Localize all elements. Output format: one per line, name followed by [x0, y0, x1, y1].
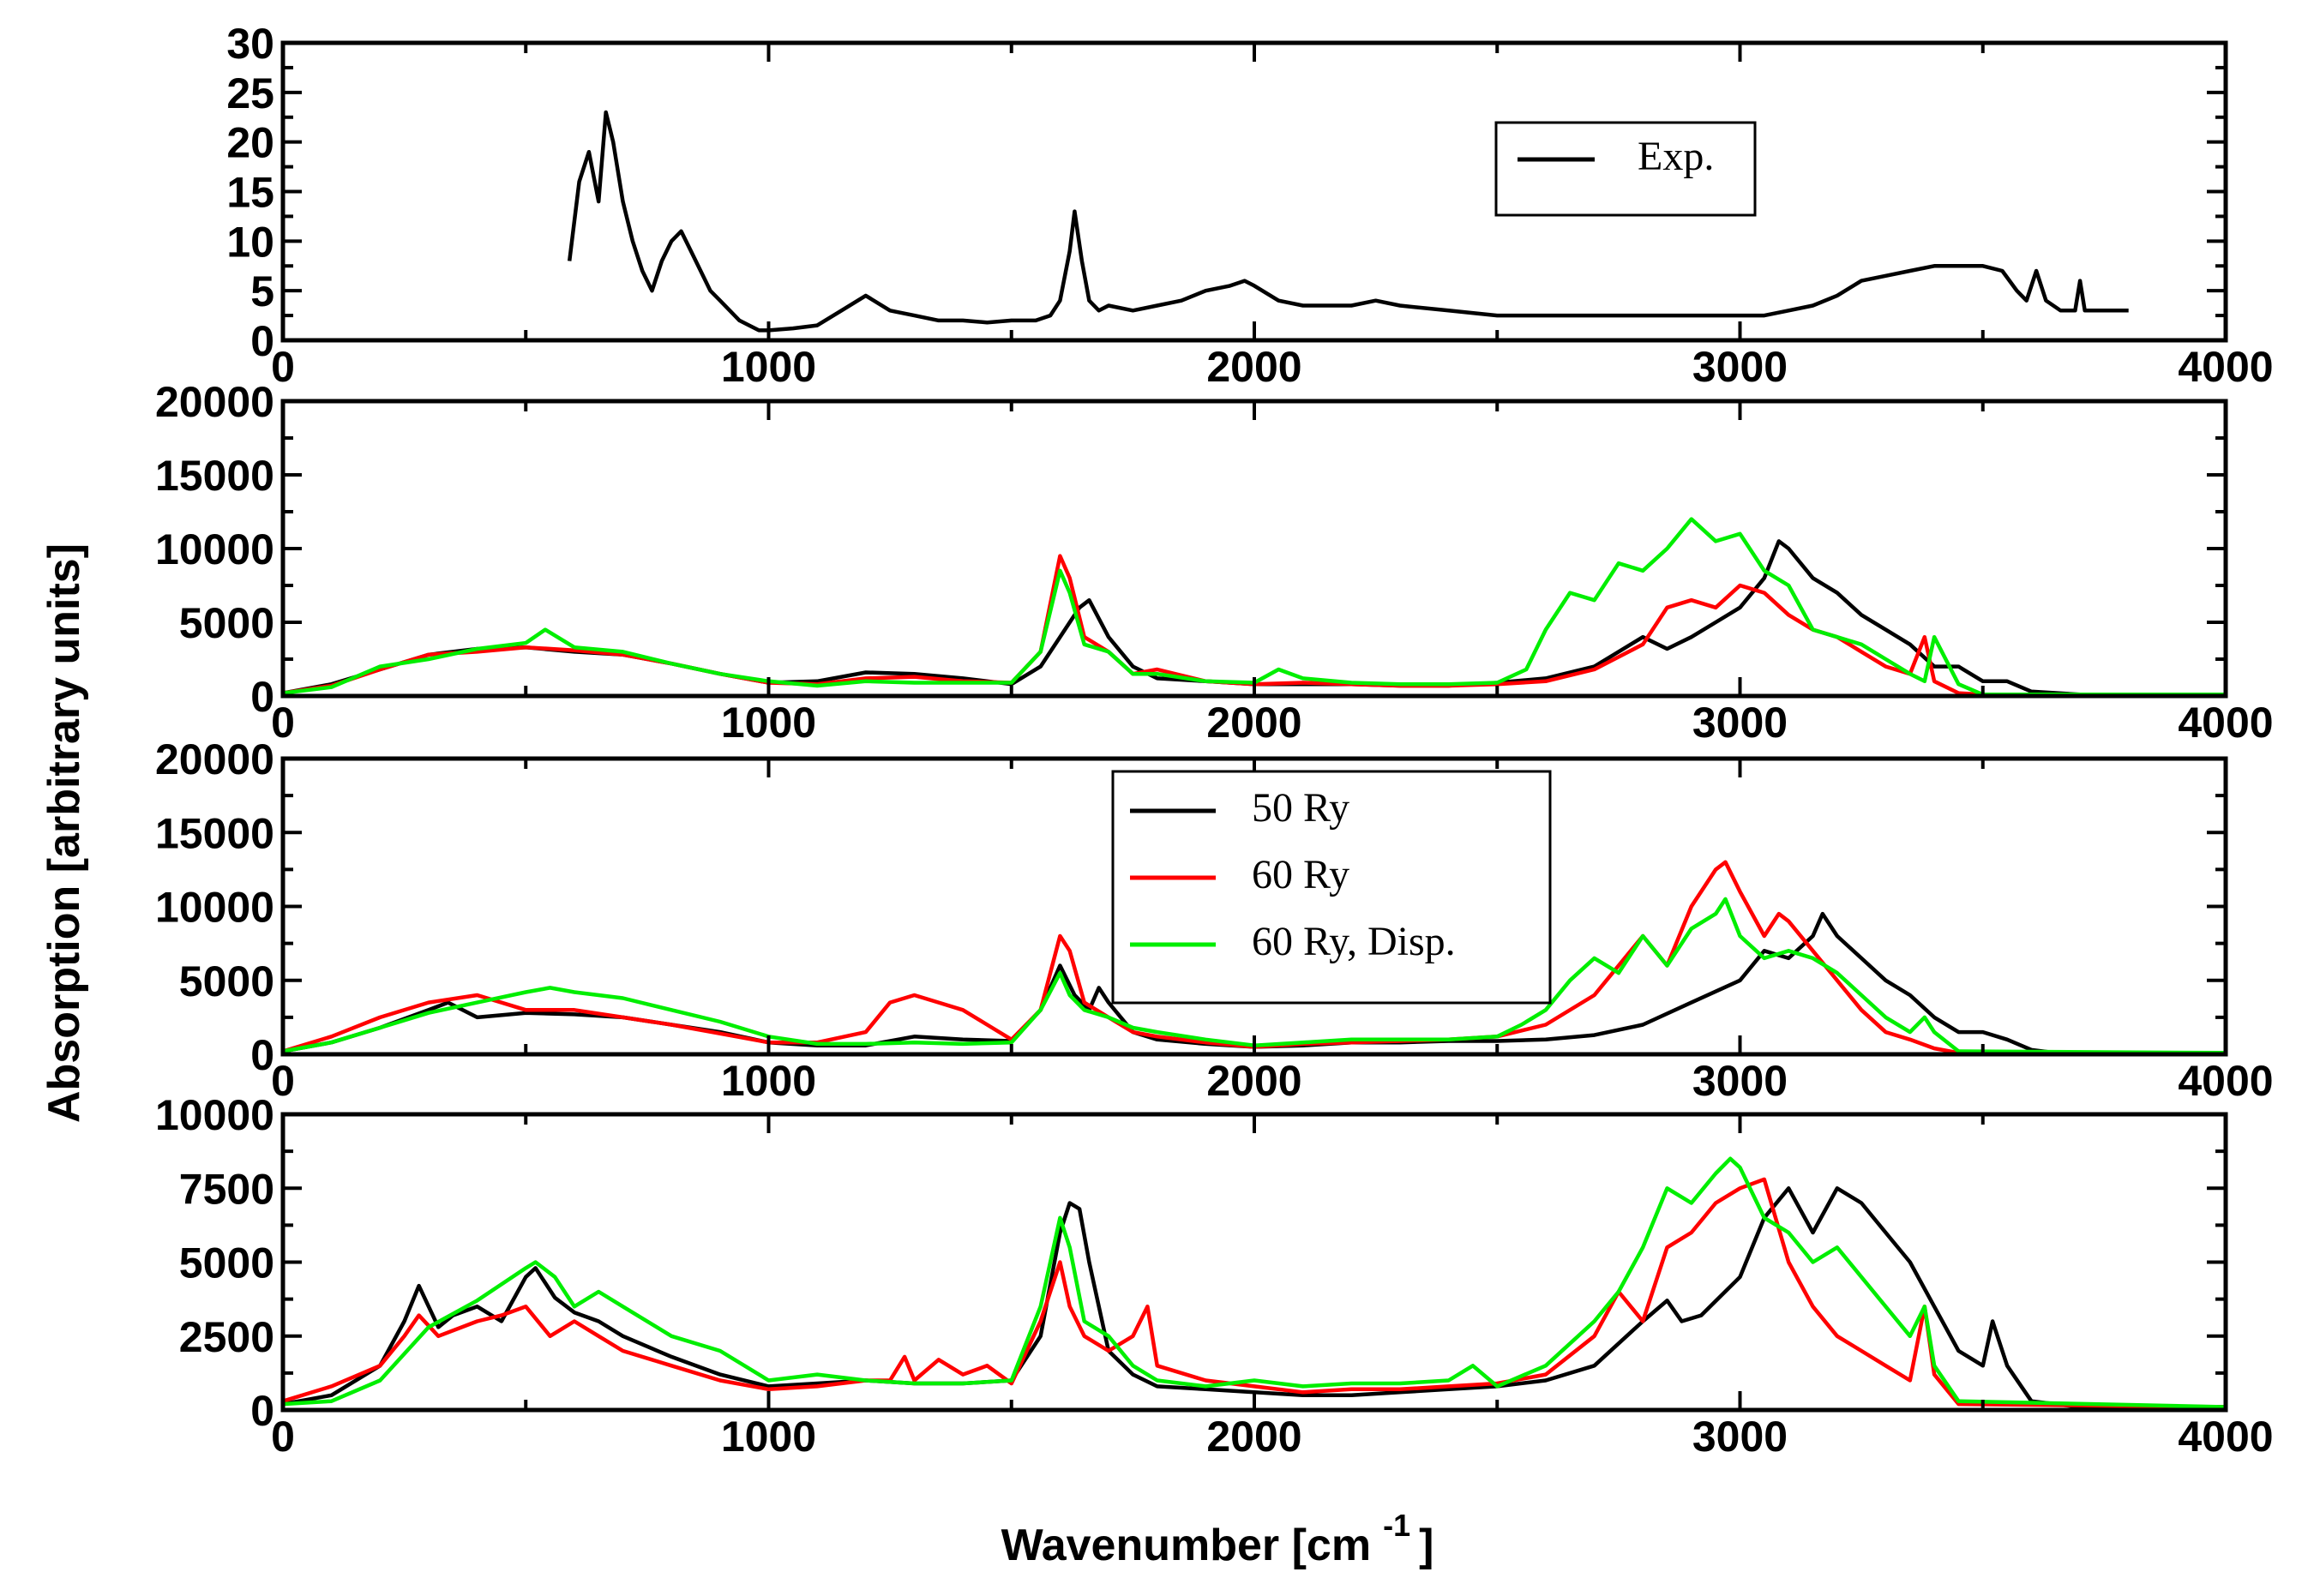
x-tick-label: 4000	[2178, 1057, 2273, 1105]
x-tick-label: 3000	[1692, 1413, 1788, 1461]
x-tick-label: 1000	[721, 343, 816, 391]
legend-box	[1494, 121, 1757, 217]
x-tick-label: 2000	[1206, 343, 1301, 391]
legend-label: Exp.	[1638, 134, 1714, 179]
x-tick-label: 0	[271, 1413, 295, 1461]
y-tick-label: 20	[226, 119, 274, 167]
x-tick-label: 2000	[1206, 699, 1301, 747]
x-tick-label: 3000	[1692, 1057, 1788, 1105]
series-line-60-ry-disp	[282, 517, 2226, 697]
legend-label: 50 Ry	[1252, 785, 1349, 831]
y-tick-label: 0	[250, 317, 274, 365]
x-tick-label: 0	[271, 343, 295, 391]
x-tick-label: 1000	[721, 699, 816, 747]
y-tick-label: 7500	[179, 1165, 274, 1213]
y-axis-title: Absorption [arbitrary units]	[39, 543, 89, 1123]
series-line-60-ry	[282, 1177, 2227, 1409]
panel-2: 0 1000 2000 3000 4000 0 5000 10000 15000 20000	[155, 378, 2274, 747]
y-tick-label: 10000	[155, 525, 274, 573]
x-tick-label: 1000	[721, 1057, 816, 1105]
y-tick-label: 0	[250, 1387, 274, 1435]
x-axis-title: Wavenumber [cm -1]	[1001, 1508, 1434, 1570]
y-tick-label: 5000	[179, 1239, 274, 1287]
series-line-50-ry	[282, 1186, 2226, 1409]
y-tick-label: 0	[250, 1031, 274, 1079]
plot-frame	[280, 40, 2228, 343]
x-tick-label: 4000	[2178, 1413, 2273, 1461]
x-tick-label: 4000	[2178, 343, 2273, 391]
y-tick-label: 20000	[155, 735, 274, 783]
x-tick-label: 0	[271, 699, 295, 747]
y-tick-label: 5000	[179, 599, 274, 647]
series-line-60-ry-disp	[282, 1156, 2227, 1409]
panel-4: 0 1000 2000 3000 4000 0 2500 5000 7500 10000	[155, 1091, 2274, 1461]
x-axis-title-suffix: ]	[1419, 1521, 1433, 1570]
y-tick-label: 20000	[155, 378, 274, 426]
series-line-60-ry	[282, 554, 2226, 697]
y-tick-label: 15000	[155, 809, 274, 857]
x-tick-label: 4000	[2178, 699, 2273, 747]
y-tick-label: 0	[250, 673, 274, 721]
series-line-50-ry	[282, 539, 2226, 697]
legend-label: 60 Ry	[1252, 852, 1349, 897]
series-line-60-ry-disp	[282, 897, 2227, 1055]
x-tick-label: 3000	[1692, 343, 1788, 391]
legend: 50 Ry 60 Ry 60 Ry, Disp.	[1111, 770, 1552, 1005]
x-axis-title-main: Wavenumber [cm	[1001, 1521, 1372, 1570]
y-tick-label: 10	[226, 218, 274, 266]
y-tick-label: 10000	[155, 884, 274, 932]
y-tick-label: 5	[250, 267, 274, 315]
y-tick-label: 10000	[155, 1091, 274, 1139]
y-tick-label: 30	[226, 20, 274, 68]
series-line-exp	[567, 110, 2129, 333]
y-tick-label: 2500	[179, 1313, 274, 1361]
x-tick-label: 1000	[721, 1413, 816, 1461]
y-tick-label: 5000	[179, 957, 274, 1005]
panel-3: 0 1000 2000 3000 4000 0 5000 10000 15000 20000 50 …	[155, 735, 2274, 1105]
legend-label: 60 Ry, Disp.	[1252, 919, 1456, 964]
y-tick-label: 15000	[155, 452, 274, 500]
series-line-60-ry	[282, 860, 2226, 1055]
y-tick-label: 25	[226, 69, 274, 117]
x-tick-label: 3000	[1692, 699, 1788, 747]
x-tick-label: 2000	[1206, 1413, 1301, 1461]
x-tick-label: 2000	[1206, 1057, 1301, 1105]
y-tick-label: 15	[226, 169, 274, 217]
legend: Exp.	[1494, 121, 1757, 217]
x-axis-title-exponent: -1	[1383, 1508, 1410, 1543]
x-tick-label: 0	[271, 1057, 295, 1105]
